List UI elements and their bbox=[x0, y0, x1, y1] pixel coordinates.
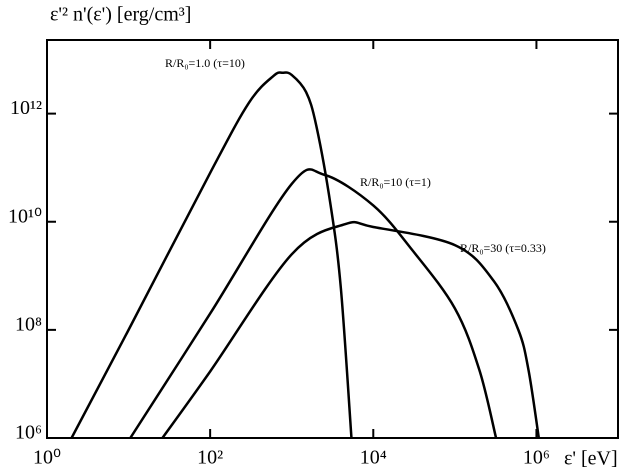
y-axis-label: ε'² n'(ε') [erg/cm³] bbox=[50, 4, 191, 26]
x-tick-label: 10⁶ bbox=[523, 447, 550, 469]
x-tick-label: 10⁴ bbox=[360, 447, 387, 469]
curve-label: R/R₀=30 (τ=0.33) bbox=[460, 241, 546, 255]
y-tick-label: 10⁶ bbox=[15, 422, 42, 444]
y-tick-label: 10¹² bbox=[10, 97, 42, 119]
x-tick-label: 10⁰ bbox=[33, 447, 61, 469]
y-tick-label: 10¹⁰ bbox=[8, 205, 42, 227]
plot-frame bbox=[46, 39, 619, 439]
y-tick-label: 10⁸ bbox=[15, 313, 42, 335]
curve-label: R/R₀=10 (τ=1) bbox=[360, 175, 431, 189]
curve bbox=[70, 71, 353, 438]
curve bbox=[129, 168, 498, 438]
x-tick-label: 10² bbox=[197, 447, 223, 469]
curve-label: R/R₀=1.0 (τ=10) bbox=[165, 56, 245, 70]
curve bbox=[161, 220, 541, 438]
x-axis-label: ε' [eV] bbox=[564, 448, 618, 470]
